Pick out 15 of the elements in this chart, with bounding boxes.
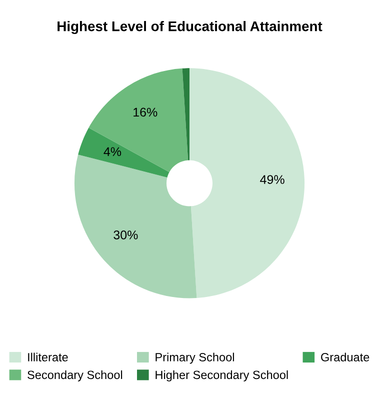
- donut-slice: [78, 128, 170, 178]
- donut-slice: [182, 68, 190, 160]
- legend-label: Higher Secondary School: [156, 370, 288, 382]
- legend-label: Graduate: [321, 352, 370, 362]
- legend-label: Secondary School: [28, 370, 122, 382]
- data-label: 16%: [134, 108, 158, 117]
- data-label: 4%: [104, 147, 122, 156]
- legend-label: Primary School: [156, 352, 234, 364]
- legend-label: Illiterate: [28, 352, 68, 362]
- donut-slice: [74, 154, 197, 298]
- donut-slice: [88, 68, 188, 172]
- data-label: 49%: [260, 175, 284, 184]
- donut-slice: [190, 68, 304, 298]
- chart-title: Highest Level of Educational Attainment: [58, 21, 322, 34]
- data-label: 30%: [114, 230, 138, 240]
